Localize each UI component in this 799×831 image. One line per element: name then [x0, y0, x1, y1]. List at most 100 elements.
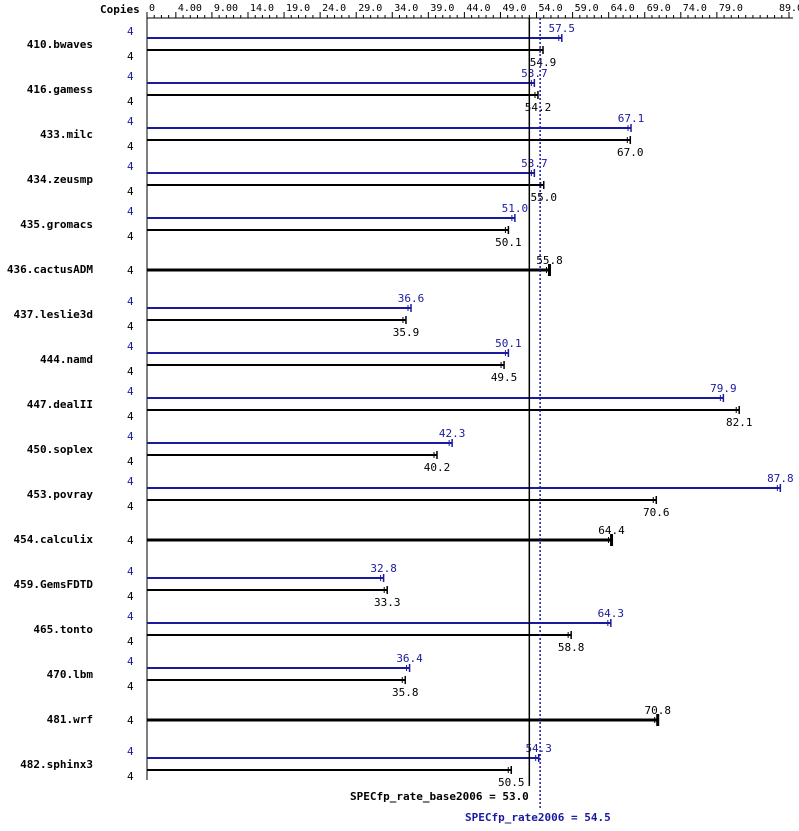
copies-value-peak: 4 [127, 205, 134, 218]
value-label: 54.2 [525, 101, 552, 114]
x-tick-label: 24.0 [322, 3, 346, 14]
benchmark-row: 410.bwaves 4 4 57.5 54.9 [27, 22, 575, 69]
benchmark-label: 435.gromacs [20, 218, 93, 231]
benchmark-label: 459.GemsFDTD [14, 578, 94, 591]
value-label: 36.4 [396, 652, 423, 665]
benchmark-row: 436.cactusADM 4 55.8 [7, 254, 563, 277]
axis-layer: Copies 0 4.00 9.00 14.0 19.0 24.0 29.0 34.0 39.0 4… [100, 3, 799, 780]
value-label: 50.1 [495, 337, 522, 350]
value-label: 51.0 [502, 202, 529, 215]
x-tick-label: 69.0 [647, 3, 671, 14]
benchmark-label: 434.zeusmp [27, 173, 94, 186]
benchmark-label: 416.gamess [27, 83, 93, 96]
value-label: 40.2 [424, 461, 451, 474]
benchmark-row: 434.zeusmp 4 4 53.7 55.0 [27, 157, 557, 204]
copies-value: 4 [127, 534, 134, 547]
x-tick-label: 19.0 [286, 3, 310, 14]
copies-value-base: 4 [127, 635, 134, 648]
x-tick-label: 44.0 [466, 3, 490, 14]
benchmark-label: 444.namd [40, 353, 93, 366]
value-label: 79.9 [710, 382, 737, 395]
x-tick-label: 79.0 [719, 3, 743, 14]
benchmark-label: 410.bwaves [27, 38, 93, 51]
copies-value-base: 4 [127, 185, 134, 198]
benchmark-label: 453.povray [27, 488, 94, 501]
value-label: 54.9 [530, 56, 557, 69]
value-label: 58.8 [558, 641, 585, 654]
x-tick-label: 74.0 [683, 3, 707, 14]
copies-value-peak: 4 [127, 745, 134, 758]
value-label: 53.7 [521, 157, 548, 170]
value-label: 70.8 [644, 704, 671, 717]
x-tick-label: 29.0 [358, 3, 382, 14]
benchmark-row: 453.povray 4 4 87.8 70.6 [27, 472, 794, 519]
copies-value-peak: 4 [127, 565, 134, 578]
copies-value-peak: 4 [127, 25, 134, 38]
x-tick-label: 9.00 [214, 3, 238, 14]
copies-value-base: 4 [127, 95, 134, 108]
benchmark-row: 481.wrf 4 70.8 [47, 704, 671, 727]
value-label: 67.0 [617, 146, 644, 159]
value-label: 35.8 [392, 686, 419, 699]
copies-value-base: 4 [127, 365, 134, 378]
x-tick-label: 0 [149, 3, 155, 14]
copies-value-peak: 4 [127, 610, 134, 623]
copies-value-base: 4 [127, 680, 134, 693]
benchmark-row: 459.GemsFDTD 4 4 32.8 33.3 [14, 562, 401, 609]
value-label: 53.7 [521, 67, 548, 80]
benchmark-label: 470.lbm [47, 668, 94, 681]
copies-value-peak: 4 [127, 115, 134, 128]
benchmark-row: 482.sphinx3 4 4 54.3 50.5 [20, 742, 552, 789]
value-label: 55.0 [530, 191, 557, 204]
x-tick-label: 39.0 [430, 3, 454, 14]
value-label: 49.5 [491, 371, 518, 384]
x-tick-label: 34.0 [394, 3, 418, 14]
copies-value-peak: 4 [127, 655, 134, 668]
benchmark-row: 416.gamess 4 4 53.7 54.2 [27, 67, 551, 114]
copies-value: 4 [127, 714, 134, 727]
value-label: 35.9 [393, 326, 420, 339]
benchmark-row: 444.namd 4 4 50.1 49.5 [40, 337, 522, 384]
copies-value-base: 4 [127, 320, 134, 333]
value-label: 36.6 [398, 292, 425, 305]
x-tick-label: 14.0 [250, 3, 274, 14]
benchmark-row: 447.dealII 4 4 79.9 82.1 [27, 382, 753, 429]
value-label: 64.4 [598, 524, 625, 537]
value-label: 54.3 [525, 742, 552, 755]
copies-value-peak: 4 [127, 70, 134, 83]
copies-value-base: 4 [127, 590, 134, 603]
copies-value-base: 4 [127, 140, 134, 153]
value-label: 70.6 [643, 506, 670, 519]
benchmark-row: 450.soplex 4 4 42.3 40.2 [27, 427, 466, 474]
copies-value-base: 4 [127, 500, 134, 513]
x-tick-label: 54.0 [539, 3, 563, 14]
value-label: 33.3 [374, 596, 401, 609]
benchmark-row: 470.lbm 4 4 36.4 35.8 [47, 652, 424, 699]
value-label: 42.3 [439, 427, 466, 440]
copies-value-peak: 4 [127, 340, 134, 353]
copies-value-base: 4 [127, 455, 134, 468]
value-label: 50.1 [495, 236, 522, 249]
copies-value: 4 [127, 264, 134, 277]
peak-summary-text: SPECfp_rate2006 = 54.5 [465, 811, 611, 824]
value-label: 87.8 [767, 472, 794, 485]
base-summary-text: SPECfp_rate_base2006 = 53.0 [350, 790, 529, 803]
benchmark-row: 454.calculix 4 64.4 [14, 524, 626, 547]
benchmark-row: 435.gromacs 4 4 51.0 50.1 [20, 202, 528, 249]
value-label: 82.1 [726, 416, 753, 429]
copies-value-peak: 4 [127, 385, 134, 398]
benchmark-label: 465.tonto [33, 623, 93, 636]
copies-value-base: 4 [127, 770, 134, 783]
benchmark-label: 482.sphinx3 [20, 758, 93, 771]
copies-value-base: 4 [127, 50, 134, 63]
benchmark-label: 454.calculix [14, 533, 94, 546]
x-tick-label: 4.00 [178, 3, 202, 14]
benchmark-label: 481.wrf [47, 713, 93, 726]
x-tick-label: 59.0 [575, 3, 599, 14]
value-label: 57.5 [549, 22, 576, 35]
copies-value-peak: 4 [127, 475, 134, 488]
value-label: 64.3 [598, 607, 625, 620]
copies-value-peak: 4 [127, 430, 134, 443]
benchmark-label: 450.soplex [27, 443, 94, 456]
